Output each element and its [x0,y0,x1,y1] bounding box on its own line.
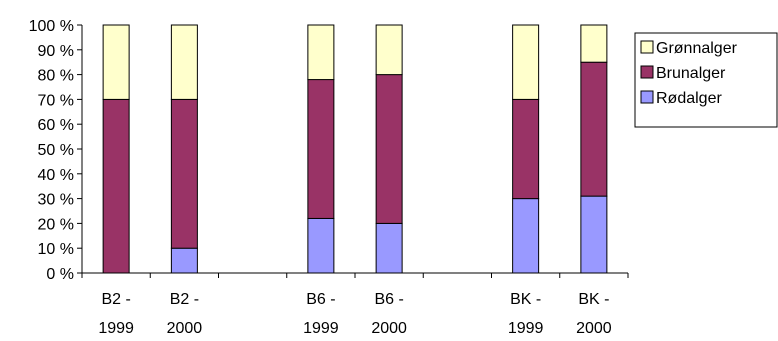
x-category-label: B2 - [170,291,199,308]
bar-segment [307,79,335,219]
x-category-label: BK - [578,291,609,308]
y-tick-label: 70 % [38,92,74,109]
legend-swatch [640,65,654,79]
bar-segment [102,24,130,100]
legend-swatch [640,90,654,104]
y-tick-label: 30 % [38,192,74,209]
x-category-label: 1999 [508,320,544,337]
x-category-label: 2000 [576,320,612,337]
y-tick-label: 100 % [29,18,74,35]
bar-segment [375,222,403,274]
bar-segment [102,98,130,274]
y-tick-label: 60 % [38,117,74,134]
bar-segment [307,217,335,274]
y-tick-label: 40 % [38,167,74,184]
bar-segment [307,24,335,81]
bar-segment [375,74,403,224]
y-tick-label: 90 % [38,43,74,60]
bar-segment [580,61,608,197]
bar-segment [512,198,540,274]
legend-label: Brunalger [656,65,726,82]
y-tick-label: 0 % [46,266,74,283]
legend-label: Grønnalger [656,40,738,57]
legend-swatch [640,40,654,54]
x-category-label: BK - [510,291,541,308]
bar-segment [580,24,608,63]
x-category-label: 1999 [98,320,134,337]
x-category-label: 2000 [167,320,203,337]
bar-segment [170,98,198,249]
x-category-label: 1999 [303,320,339,337]
legend-box [634,32,778,128]
y-tick-label: 10 % [38,241,74,258]
bar-segment [170,24,198,100]
bar-segment [512,24,540,100]
y-tick-label: 50 % [38,142,74,159]
x-category-label: B6 - [306,291,335,308]
x-category-label: B6 - [374,291,403,308]
x-category-label: 2000 [371,320,407,337]
bar-segment [580,195,608,274]
bar-segment [375,24,403,76]
bar-segment [170,247,198,274]
x-category-label: B2 - [101,291,130,308]
legend-label: Rødalger [656,90,722,107]
y-tick-label: 80 % [38,68,74,85]
y-tick-label: 20 % [38,216,74,233]
bar-segment [512,98,540,200]
